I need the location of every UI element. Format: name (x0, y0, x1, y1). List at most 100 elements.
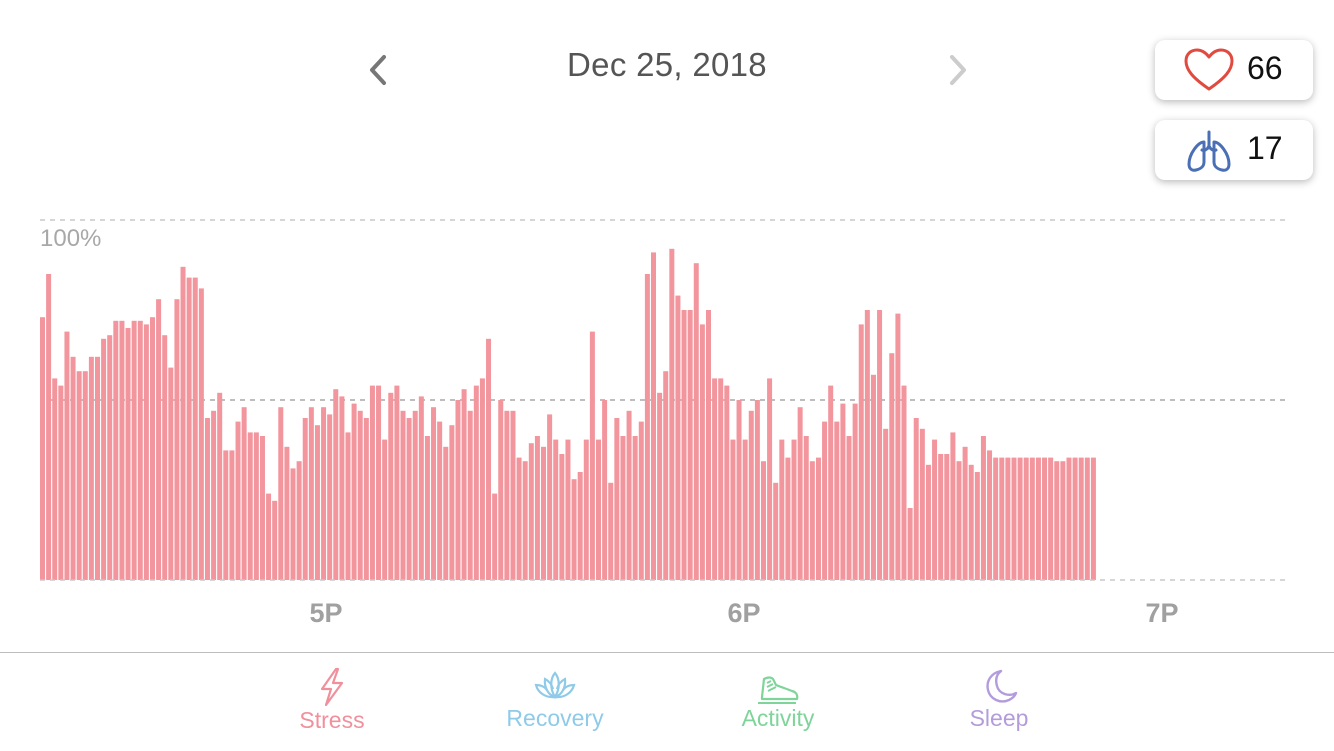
y-axis-max-label: 100% (40, 225, 101, 252)
stress-bar (229, 450, 235, 580)
stress-bar (131, 320, 137, 580)
stress-bar (895, 313, 901, 580)
tab-sleep[interactable]: Sleep (909, 653, 1089, 751)
stress-bar (528, 443, 534, 580)
stress-bar (785, 457, 791, 580)
tab-sleep-label: Sleep (969, 705, 1029, 731)
stress-bar (626, 410, 632, 580)
stress-bar (235, 421, 241, 580)
stress-bar (718, 378, 724, 580)
stress-bar (424, 436, 430, 580)
stress-bar (730, 439, 736, 580)
stress-bar (107, 335, 113, 580)
tab-activity[interactable]: Activity (688, 653, 868, 751)
lotus-icon (534, 671, 576, 700)
stress-bar (956, 461, 962, 580)
stress-bar (174, 299, 180, 580)
stress-bar (541, 446, 547, 580)
stress-bar (699, 324, 705, 580)
stress-bar (669, 248, 675, 581)
stress-bar (693, 263, 699, 580)
stress-bar (46, 274, 52, 580)
stress-bar (1029, 457, 1035, 580)
stress-bar (473, 385, 479, 580)
stress-bar (651, 252, 656, 580)
stress-bar (498, 400, 504, 580)
stress-bar (620, 436, 626, 580)
stress-bar (461, 389, 467, 580)
stress-bar (217, 392, 223, 580)
stress-bar (266, 493, 272, 580)
stress-bar (974, 472, 980, 580)
stress-bar (773, 482, 779, 580)
stress-bar (162, 335, 168, 580)
stress-bar (583, 439, 589, 580)
tab-recovery[interactable]: Recovery (465, 653, 645, 751)
stress-bar (571, 479, 577, 580)
stress-bar (192, 277, 198, 580)
heart-rate-card[interactable]: 66 (1155, 40, 1313, 100)
stress-bar (877, 310, 883, 580)
stress-bar (858, 324, 864, 580)
stress-bar (797, 407, 803, 580)
stress-bar (754, 400, 760, 580)
heart-icon (1184, 48, 1234, 91)
stress-bar (455, 400, 461, 580)
stress-bar (1017, 457, 1023, 580)
respiration-card[interactable]: 17 (1155, 120, 1313, 180)
stress-bar (113, 320, 119, 580)
stress-bar (247, 432, 253, 580)
stress-bar (944, 454, 950, 580)
stress-bar (553, 439, 559, 580)
stress-bar (143, 324, 149, 580)
stress-bar (675, 295, 681, 580)
stress-bar (351, 403, 357, 580)
stress-bar (302, 418, 308, 580)
stress-bar (919, 428, 925, 580)
stress-bar (980, 436, 986, 580)
stress-bar (736, 400, 742, 580)
x-tick-7p: 7P (1145, 598, 1178, 628)
next-day-arrow-icon[interactable] (944, 52, 972, 88)
stress-bar (70, 356, 76, 580)
tab-activity-label: Activity (741, 705, 815, 731)
stress-bar (602, 400, 608, 580)
stress-bar (852, 403, 858, 580)
stress-bar (88, 356, 94, 580)
stress-bar (846, 436, 852, 580)
stress-bar (186, 277, 192, 580)
stress-bar (870, 374, 876, 580)
stress-bar (125, 328, 131, 580)
stress-bar (327, 414, 333, 580)
stress-bar (663, 371, 669, 580)
stress-bar (431, 407, 437, 580)
stress-bar (516, 457, 522, 580)
stress-bar (82, 371, 88, 580)
stress-bar (760, 461, 766, 580)
lungs-icon (1187, 130, 1231, 172)
stress-bar (345, 432, 351, 580)
previous-day-arrow-icon[interactable] (364, 52, 392, 88)
stress-bar (388, 392, 394, 580)
stress-bar (486, 338, 492, 580)
stress-bar (950, 432, 956, 580)
stress-bar (534, 436, 540, 580)
stress-bar (925, 464, 931, 580)
stress-bar (522, 461, 528, 580)
stress-bar (137, 320, 143, 580)
stress-bar (492, 493, 498, 580)
tab-stress[interactable]: Stress (242, 653, 422, 751)
stress-bar (443, 446, 449, 580)
stress-bar (278, 407, 284, 580)
stress-bar (510, 410, 516, 580)
stress-bar (1078, 457, 1084, 580)
stress-bar (889, 353, 895, 580)
stress-bar (1072, 457, 1078, 580)
stress-bar (58, 385, 64, 580)
stress-bar (94, 356, 100, 580)
stress-bar (1060, 461, 1066, 580)
stress-bar (657, 392, 663, 580)
stress-bar (815, 457, 821, 580)
stress-bar (864, 310, 870, 580)
stress-bar (241, 407, 247, 580)
